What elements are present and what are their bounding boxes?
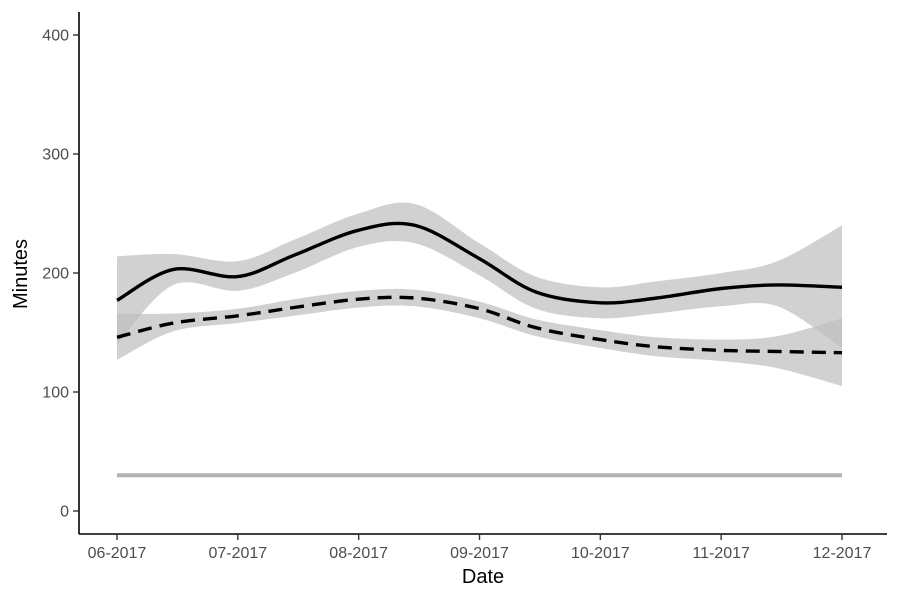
y-axis-title: Minutes xyxy=(10,239,32,309)
x-tick-label: 10-2017 xyxy=(571,545,630,562)
axes: 0 100 200 300 400 06-2017 07-2017 08-2017 09-201… xyxy=(42,12,887,562)
x-axis-title: Date xyxy=(462,566,504,588)
confidence-band-2 xyxy=(117,288,842,387)
x-tick-label: 12-2017 xyxy=(813,545,872,562)
x-tick-label: 11-2017 xyxy=(692,545,750,562)
series-lines xyxy=(116,221,843,478)
y-tick-label: 0 xyxy=(60,504,69,521)
y-tick-label: 400 xyxy=(42,28,69,45)
x-tick-label: 07-2017 xyxy=(208,545,267,562)
y-tick-label: 300 xyxy=(42,147,69,164)
series-line-2 xyxy=(116,295,843,355)
x-tick-label: 08-2017 xyxy=(329,545,388,562)
series-line-1 xyxy=(116,221,843,305)
y-tick-label: 100 xyxy=(42,385,69,402)
x-tick-label: 09-2017 xyxy=(450,545,509,562)
x-tick-label: 06-2017 xyxy=(88,545,147,562)
confidence-bands xyxy=(117,202,842,387)
y-tick-label: 200 xyxy=(42,266,69,283)
confidence-band-1 xyxy=(117,202,842,348)
